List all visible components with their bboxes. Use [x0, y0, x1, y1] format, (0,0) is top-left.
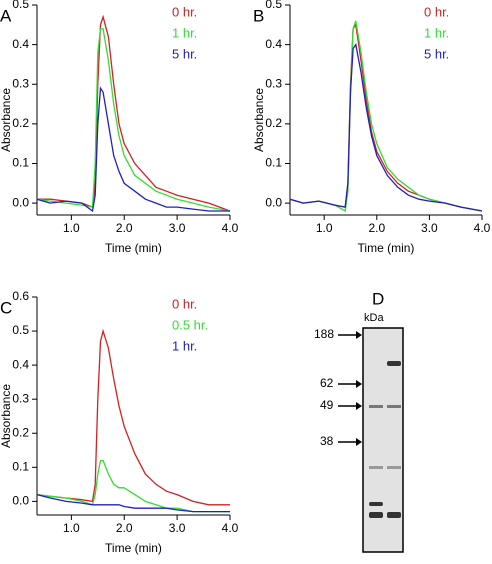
legend-entry: 5 hr. [172, 46, 197, 61]
band [369, 466, 383, 469]
unit-label: kDa [364, 312, 384, 324]
legend-entry: 0 hr. [172, 296, 197, 311]
y-tick-label: 0.3 [12, 76, 29, 90]
legend-entry: 1 hr. [172, 338, 197, 353]
y-tick-label: 0.4 [265, 37, 282, 51]
y-tick-label: 0.4 [12, 357, 29, 371]
x-axis-label: Time (min) [105, 241, 162, 255]
gel-panel: D kDa 188 62 49 38 [314, 289, 404, 553]
marker-label: 188 [314, 327, 334, 341]
y-tick-label: 0.3 [12, 391, 29, 405]
x-tick-label: 1.0 [63, 521, 80, 535]
y-tick-label: 0.6 [12, 289, 29, 303]
panel-label: D [372, 289, 384, 308]
band [369, 512, 383, 518]
x-tick-label: 1.0 [63, 221, 80, 235]
y-tick-label: 0.2 [12, 425, 29, 439]
x-tick-label: 4.0 [222, 221, 239, 235]
arrow-head [356, 331, 362, 339]
y-tick-label: 0.2 [265, 116, 282, 130]
x-tick-label: 2.0 [116, 521, 133, 535]
legend-entry: 1 hr. [424, 25, 449, 40]
y-axis-label: Absorbance [252, 88, 266, 152]
marker-label: 62 [320, 376, 334, 390]
y-axis-label: Absorbance [0, 384, 13, 448]
x-tick-label: 3.0 [169, 521, 186, 535]
band [369, 502, 383, 506]
y-tick-label: 0.1 [12, 156, 29, 170]
series-line [36, 459, 230, 513]
chart: C 0.0 0.1 0.2 0.3 0.4 0.5 0.6 1.0 2.0 3.0 4.0 Absorb… [0, 289, 239, 555]
legend-entry: 1 hr. [172, 25, 197, 40]
series-line [289, 20, 483, 213]
y-tick-label: 0.0 [12, 494, 29, 508]
panel-label: C [0, 298, 12, 317]
series-line [289, 42, 483, 212]
x-tick-label: 4.0 [222, 521, 239, 535]
panel-label: A [0, 6, 12, 25]
arrow-head [356, 402, 362, 410]
legend-entry: 0 hr. [424, 4, 449, 19]
y-axis-label: Absorbance [0, 88, 13, 152]
y-tick-label: 0.1 [12, 459, 29, 473]
x-tick-label: 4.0 [474, 221, 491, 235]
arrow-head [356, 438, 362, 446]
x-tick-label: 1.0 [316, 221, 333, 235]
y-tick-label: 0.5 [12, 0, 29, 11]
band [387, 361, 401, 366]
x-tick-label: 2.0 [116, 221, 133, 235]
x-tick-label: 3.0 [421, 221, 438, 235]
series-line [36, 328, 230, 506]
legend-entry: 0.5 hr. [172, 317, 208, 332]
legend-entry: 0 hr. [172, 4, 197, 19]
bands [369, 361, 401, 518]
arrow-head [356, 380, 362, 388]
marker-arrows [338, 334, 358, 443]
y-tick-label: 0.3 [265, 76, 282, 90]
series-line [289, 23, 483, 212]
band [369, 405, 383, 408]
y-tick-label: 0.5 [12, 323, 29, 337]
series-line [36, 28, 231, 212]
series-line [36, 86, 230, 213]
y-tick-label: 0.5 [265, 0, 282, 11]
chart: A 0.0 0.1 0.2 0.3 0.4 0.5 1.0 2.0 3.0 4.0 Absorbanc… [0, 0, 239, 255]
band [387, 405, 401, 408]
series-line [36, 493, 230, 513]
panel-label: B [253, 6, 264, 25]
marker-label: 49 [320, 398, 334, 412]
y-tick-label: 0.1 [265, 156, 282, 170]
chart: B 0.0 0.1 0.2 0.3 0.4 0.5 1.0 2.0 3.0 4.0 Absorbanc… [252, 0, 490, 255]
y-tick-label: 0.0 [12, 195, 29, 209]
band [387, 512, 401, 518]
y-tick-label: 0.0 [265, 195, 282, 209]
band [387, 466, 401, 469]
y-tick-label: 0.2 [12, 116, 29, 130]
x-tick-label: 3.0 [169, 221, 186, 235]
x-axis-label: Time (min) [105, 541, 162, 555]
x-axis-label: Time (min) [358, 241, 415, 255]
legend-entry: 5 hr. [424, 46, 449, 61]
arrow-heads [356, 331, 362, 446]
x-tick-label: 2.0 [368, 221, 385, 235]
marker-label: 38 [320, 434, 334, 448]
y-tick-label: 0.4 [12, 37, 29, 51]
series-line [37, 14, 231, 212]
